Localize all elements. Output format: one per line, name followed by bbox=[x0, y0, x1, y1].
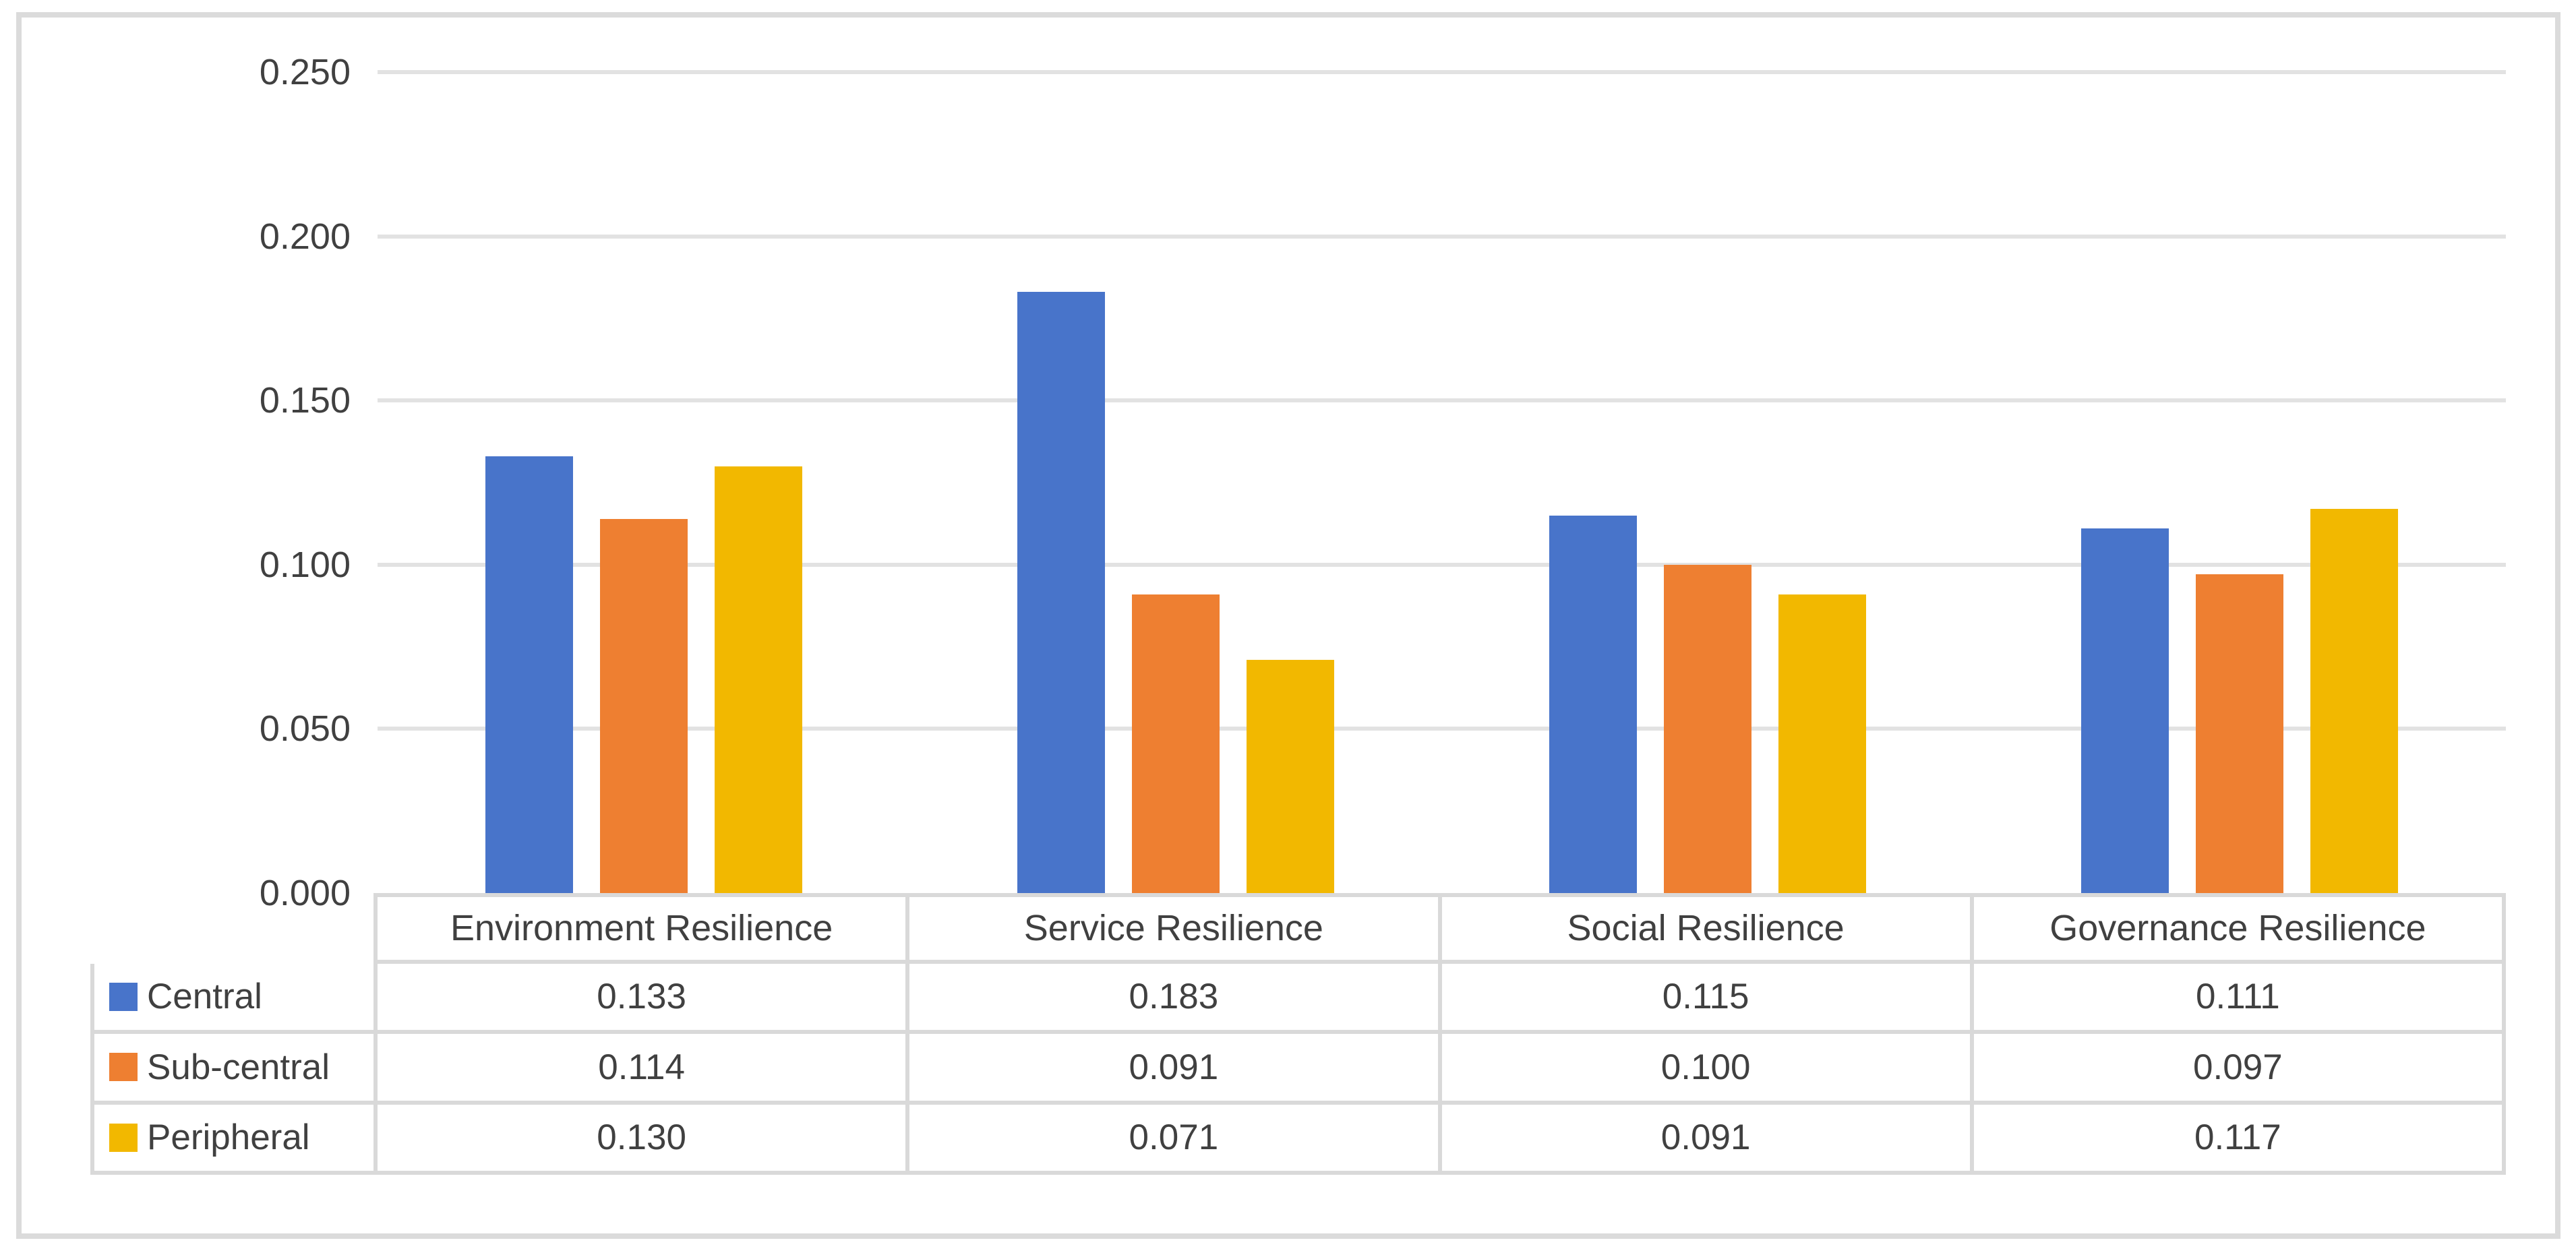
gridline-0.150 bbox=[378, 398, 2506, 403]
table-value-central-service-resilience: 0.183 bbox=[909, 963, 1442, 1034]
chart-data-table: Environment Resilience Service Resilience… bbox=[90, 893, 2506, 1175]
table-value-central-governance-resilience: 0.111 bbox=[1973, 963, 2506, 1034]
legend-row-central: Central bbox=[90, 963, 378, 1034]
legend-label-sub-central: Sub-central bbox=[147, 1047, 330, 1087]
legend-row-peripheral: Peripheral bbox=[90, 1104, 378, 1175]
bar-peripheral-social-resilience bbox=[1778, 594, 1867, 893]
table-value-peripheral-service-resilience: 0.071 bbox=[909, 1104, 1442, 1175]
y-tick-label-0.150: 0.150 bbox=[259, 380, 351, 421]
legend-swatch-peripheral bbox=[109, 1123, 138, 1152]
table-value-peripheral-governance-resilience: 0.117 bbox=[1973, 1104, 2506, 1175]
table-value-central-social-resilience: 0.115 bbox=[1441, 963, 1974, 1034]
bar-central-social-resilience bbox=[1549, 515, 1638, 893]
y-tick-label-0.250: 0.250 bbox=[259, 52, 351, 92]
bar-central-governance-resilience bbox=[2081, 528, 2169, 893]
legend-label-central: Central bbox=[147, 977, 262, 1017]
y-tick-label-0.200: 0.200 bbox=[259, 216, 351, 257]
y-tick-label-0.100: 0.100 bbox=[259, 544, 351, 585]
table-value-sub-central-environment-resilience: 0.114 bbox=[378, 1034, 910, 1105]
y-tick-label-0.000: 0.000 bbox=[259, 873, 351, 913]
gridline-0.050 bbox=[378, 727, 2506, 731]
legend-label-peripheral: Peripheral bbox=[147, 1118, 310, 1158]
bar-sub-central-governance-resilience bbox=[2196, 574, 2284, 893]
table-value-peripheral-social-resilience: 0.091 bbox=[1441, 1104, 1974, 1175]
y-tick-label-0.050: 0.050 bbox=[259, 708, 351, 749]
bar-peripheral-service-resilience bbox=[1246, 660, 1334, 893]
table-corner-cell bbox=[90, 893, 378, 964]
gridline-0.200 bbox=[378, 234, 2506, 239]
category-header-social-resilience: Social Resilience bbox=[1441, 893, 1974, 964]
bar-central-service-resilience bbox=[1017, 292, 1105, 893]
bar-peripheral-environment-resilience bbox=[714, 466, 802, 893]
table-value-sub-central-service-resilience: 0.091 bbox=[909, 1034, 1442, 1105]
bar-sub-central-service-resilience bbox=[1131, 594, 1220, 893]
legend-swatch-sub-central bbox=[109, 1053, 138, 1082]
bar-central-environment-resilience bbox=[485, 456, 573, 893]
category-header-environment-resilience: Environment Resilience bbox=[378, 893, 910, 964]
bar-sub-central-social-resilience bbox=[1664, 564, 1752, 893]
table-value-central-environment-resilience: 0.133 bbox=[378, 963, 910, 1034]
bar-peripheral-governance-resilience bbox=[2310, 508, 2399, 893]
bar-sub-central-environment-resilience bbox=[599, 518, 688, 893]
gridline-0.100 bbox=[378, 562, 2506, 567]
gridline-0.250 bbox=[378, 70, 2506, 74]
table-value-peripheral-environment-resilience: 0.130 bbox=[378, 1104, 910, 1175]
legend-swatch-central bbox=[109, 982, 138, 1011]
table-value-sub-central-governance-resilience: 0.097 bbox=[1973, 1034, 2506, 1105]
category-header-service-resilience: Service Resilience bbox=[909, 893, 1442, 964]
table-value-sub-central-social-resilience: 0.100 bbox=[1441, 1034, 1974, 1105]
category-header-governance-resilience: Governance Resilience bbox=[1973, 893, 2506, 964]
legend-row-sub-central: Sub-central bbox=[90, 1034, 378, 1105]
